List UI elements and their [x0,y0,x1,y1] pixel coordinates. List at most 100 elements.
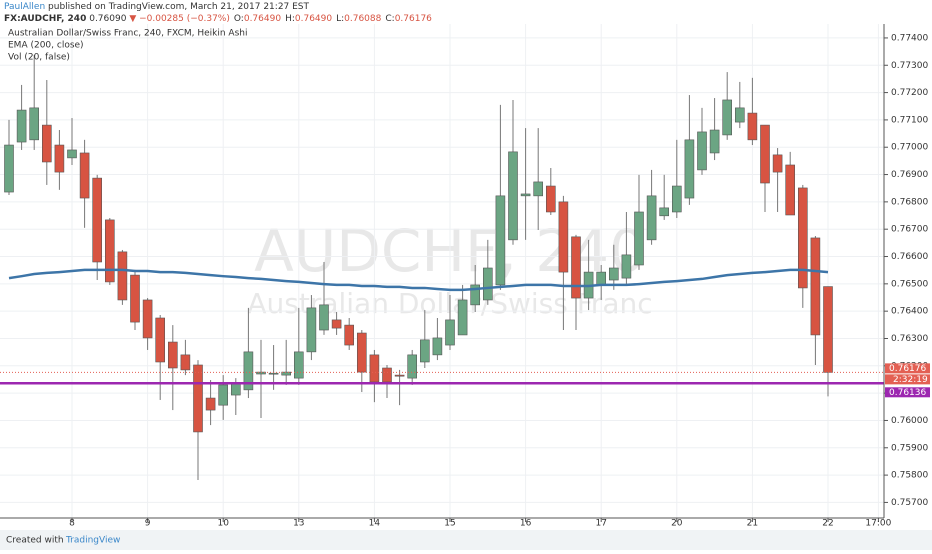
candle-body [79,152,90,199]
legend-vol: Vol (20, false) [8,53,70,63]
last-price: 0.76090 [89,14,126,24]
candle-body [344,324,355,346]
y-tick-label: 0.76700 [891,225,928,235]
y-tick-label: 0.76300 [891,334,928,344]
candle-body [671,185,682,213]
price-label: 0.76176 [889,364,926,374]
countdown: 2:32:19 [893,375,928,385]
candle-body [407,354,418,379]
candle-body [105,219,115,283]
x-tick-label: 9 [145,519,151,529]
ohlc-label: C: [385,14,394,24]
candle-body [356,332,367,373]
candle-body [520,193,531,197]
x-tick-label: 14 [369,519,381,529]
candle-body [621,254,632,279]
candle-body [772,154,783,173]
x-tick-label: 15 [444,519,455,529]
candle-body [445,319,455,346]
footer-brand[interactable]: TradingView [65,536,120,546]
legend-ema: EMA (200, close) [8,41,84,51]
countdown-bg [885,374,930,385]
candle-body [281,371,292,376]
candle-body [331,319,342,329]
price-label: 0.76136 [889,388,926,398]
y-tick-label: 0.77200 [891,88,928,98]
y-tick-label: 0.76600 [891,252,928,262]
candle-body [634,211,644,266]
candle-body [117,251,128,301]
price-label-bg [885,387,930,398]
candle-body [722,99,733,136]
candle-body [243,351,254,391]
y-tick-label: 0.77100 [891,115,928,125]
y-tick-label: 0.75700 [891,498,928,508]
x-tick-label: 8 [69,519,75,529]
change: ▼ −0.00285 (−0.37%) [129,14,230,24]
y-tick-label: 0.77400 [891,33,928,43]
published: published on TradingView.com, March 21, … [48,2,309,12]
ohlc-value: 0.76490 [295,14,332,24]
candle-body [142,299,153,339]
candle-body [558,201,569,273]
price-label-bg [885,363,930,374]
ohlc-value: 0.76088 [344,14,381,24]
candle-body [785,164,796,216]
candle-body [482,267,493,301]
candle-body [4,144,14,193]
ohlc-label: H: [285,14,295,24]
y-tick-label: 0.76400 [891,307,928,317]
candle-body [760,124,770,184]
legend-main: Australian Dollar/Swiss Franc, 240, FXCM… [8,29,247,39]
candle-body [394,374,405,377]
ohlc: O:0.76490 H:0.76490 L:0.76088 C:0.76176 [234,14,432,24]
candle-body [293,351,304,379]
candle-body [797,187,808,289]
candle-body [130,274,140,323]
candle-body [646,195,657,241]
x-tick-label: 13 [293,519,304,529]
x-tick-label: 10 [217,519,229,529]
candle-body [218,384,228,406]
candle-body [432,337,443,356]
y-tick-label: 0.76800 [891,197,928,207]
candle-body [41,124,52,163]
ohlc-label: O: [234,14,244,24]
footer-created: Created with [6,536,64,546]
candle-body [571,236,581,299]
header-line2: FX:AUDCHF, 240 0.76090 ▼ −0.00285 (−0.37… [4,14,432,24]
ohlc-value: 0.76176 [395,14,432,24]
candle-body [205,397,216,411]
footer-bg [0,530,932,550]
candle-body [369,354,380,383]
x-tick-label: 20 [671,519,683,529]
candle-body [734,107,745,123]
x-tick-label: 17 [595,519,606,529]
candle-body [16,109,27,143]
candle-body [747,112,758,141]
x-tick-label: 22 [822,519,833,529]
ohlc-label: L: [336,14,344,24]
candle-body [659,207,670,217]
candle-body [545,185,556,213]
candle-body [231,382,241,396]
candle-body [319,304,329,331]
candle-body [495,195,506,286]
candle-body [457,299,468,336]
candle-body [54,144,65,173]
candle-body [180,354,191,371]
x-tick-label: 16 [520,519,532,529]
candle-body [709,129,720,154]
ohlc-value: 0.76490 [244,14,281,24]
y-tick-label: 0.77300 [891,61,928,71]
x-tick-label: 21 [747,519,758,529]
author[interactable]: PaulAllen [4,2,45,12]
candle-body [684,139,695,199]
candle-body [596,271,607,286]
candle-body [382,367,392,383]
candle-body [92,177,102,263]
y-tick-label: 0.75900 [891,443,928,453]
candle-body [29,107,40,141]
